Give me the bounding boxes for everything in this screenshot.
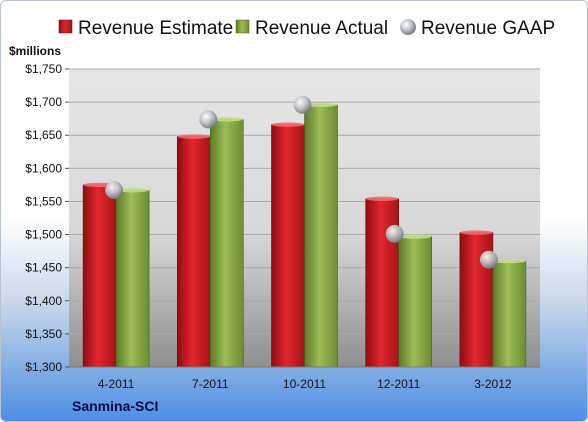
y-unit-label: $millions [9,44,61,58]
company-name: Sanmina-SCI [72,398,158,414]
y-tick-label: $1,400 [25,294,62,308]
bar-revenue-actual [304,104,338,368]
marker-revenue-gaap [105,181,124,200]
x-tick-label: 4-2011 [98,377,135,391]
bar-top-highlight [492,258,526,264]
bar-top-highlight [116,187,150,193]
bar-revenue-estimate [82,184,117,368]
bar-top-highlight [304,102,338,107]
bar-top-highlight [177,134,211,139]
bar-revenue-estimate [271,124,305,368]
bar-revenue-estimate [365,198,400,368]
y-tick-label: $1,650 [25,128,62,142]
y-tick-label: $1,350 [25,327,62,341]
bar-top-highlight [398,234,432,239]
y-tick-label: $1,500 [25,228,62,242]
y-tick-label: $1,550 [25,194,62,208]
y-axis-ticks: $1,300 $1,350 $1,400 $1,450 $1,500 $1,550 $1,6… [25,62,69,374]
legend-item-revenue-estimate: Revenue Estimate [58,18,233,39]
gaap-markers [105,95,498,269]
y-tick-label: $1,700 [25,95,62,109]
marker-revenue-gaap [385,224,404,243]
bar-revenue-estimate [177,136,211,368]
legend-label-revenue-estimate: Revenue Estimate [78,18,233,39]
marker-revenue-gaap [293,95,312,114]
x-tick-label: 7-2011 [192,377,229,391]
bar-revenue-actual [492,260,527,368]
legend-swatch-revenue-actual [235,19,250,34]
x-tick-label: 10-2011 [283,377,326,391]
legend-label-revenue-gaap: Revenue GAAP [421,18,555,39]
y-tick-label: $1,600 [25,161,62,175]
marker-revenue-gaap [199,110,218,129]
legend-label-revenue-actual: Revenue Actual [255,18,388,39]
bar-top-highlight [365,196,399,201]
legend-swatch-revenue-estimate [58,19,73,34]
x-tick-label: 12-2011 [377,377,420,391]
x-axis-ticks: 4-2011 7-2011 10-2011 12-2011 3-2012 [98,377,512,391]
legend-item-revenue-gaap: Revenue GAAP [400,18,555,39]
bar-top-highlight [271,122,305,127]
bar-revenue-actual [210,119,244,368]
bar-revenue-actual [115,189,150,368]
legend-swatch-revenue-gaap [400,19,416,35]
y-tick-label: $1,750 [25,62,62,76]
marker-revenue-gaap [479,250,498,269]
y-tick-label: $1,450 [25,261,62,275]
legend-item-revenue-actual: Revenue Actual [235,18,388,39]
bar-revenue-actual [398,236,433,368]
bar-top-highlight [459,230,493,235]
x-tick-label: 3-2012 [474,377,512,391]
y-tick-label: $1,300 [25,360,62,374]
legend: Revenue Estimate Revenue Actual Revenue … [58,18,555,39]
bar-top-highlight [210,117,244,122]
